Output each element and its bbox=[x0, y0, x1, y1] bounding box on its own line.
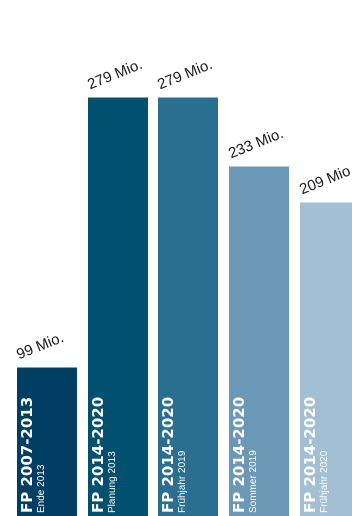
category-label: FP 2014-2020 bbox=[230, 397, 248, 513]
category-sublabel: Ende 2013 bbox=[36, 464, 47, 513]
value-label: 209 Mio. bbox=[297, 161, 352, 198]
value-label: 233 Mio. bbox=[226, 125, 286, 162]
category-sublabel: Planung 2013 bbox=[107, 451, 118, 513]
category-sublabel: Sommer 2019 bbox=[248, 450, 259, 513]
bar bbox=[17, 367, 77, 516]
category-label: FP 2014-2020 bbox=[159, 397, 177, 513]
category-label: FP 2007-2013 bbox=[18, 397, 36, 513]
category-label: FP 2014-2020 bbox=[89, 397, 107, 513]
category-label: FP 2014-2020 bbox=[301, 397, 319, 513]
bar bbox=[88, 97, 148, 516]
bar bbox=[229, 166, 289, 516]
category-sublabel: Frühjahr 2020 bbox=[319, 450, 330, 513]
value-label: 99 Mio. bbox=[14, 329, 66, 363]
value-label: 279 Mio. bbox=[85, 56, 145, 93]
category-sublabel: Frühjahr 2019 bbox=[177, 450, 188, 513]
bar bbox=[158, 97, 218, 516]
bar bbox=[300, 202, 352, 516]
value-label: 279 Mio. bbox=[155, 56, 215, 93]
